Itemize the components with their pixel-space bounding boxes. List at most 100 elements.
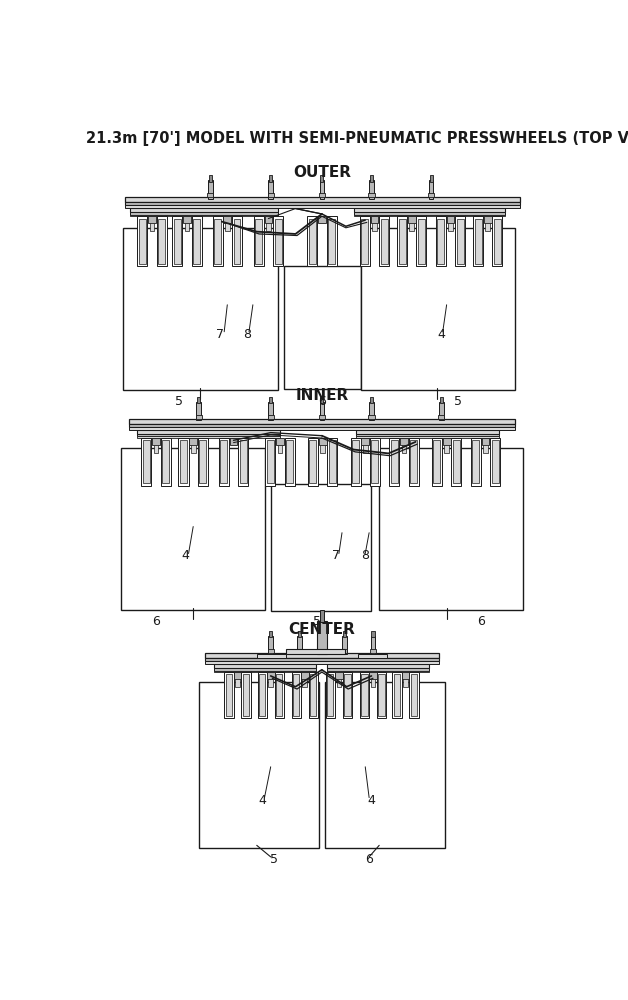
Bar [198,682,319,848]
Bar [363,445,367,453]
Bar [241,672,251,718]
Text: 8: 8 [361,549,369,562]
Bar [269,397,273,403]
Bar [235,679,240,687]
Bar [310,674,317,716]
Bar [361,438,369,445]
Bar [148,216,156,223]
Bar [174,219,181,264]
Bar [337,679,341,687]
Bar [172,216,182,266]
Text: OUTER: OUTER [293,165,351,180]
Bar [309,219,316,264]
Text: 6: 6 [318,395,326,408]
Bar [327,674,333,716]
Bar [389,438,399,486]
Bar [268,402,273,420]
Bar [400,438,408,445]
Bar [307,216,317,266]
Bar [268,415,274,419]
Bar [205,661,439,664]
Bar [268,193,274,197]
Bar [238,438,248,486]
Bar [131,208,278,212]
Bar [402,672,409,679]
Text: 8: 8 [244,328,251,341]
Bar [138,216,148,266]
Bar [391,440,398,483]
Bar [470,438,480,486]
Bar [268,636,273,654]
Bar [195,415,202,419]
Bar [129,427,515,430]
Bar [370,397,373,403]
Bar [269,631,273,637]
Bar [224,216,231,223]
Bar [234,219,241,264]
Bar [269,175,273,182]
Bar [418,219,425,264]
Bar [320,610,324,622]
Bar [162,440,169,483]
Bar [354,215,505,216]
Text: 5: 5 [454,395,462,408]
Bar [484,216,492,223]
Bar [320,175,323,182]
Bar [319,438,327,445]
Bar [369,193,374,197]
Bar [327,216,337,266]
Text: 4: 4 [437,328,445,341]
Bar [205,653,439,658]
Text: 5: 5 [313,615,321,628]
Bar [409,672,419,718]
Bar [356,430,499,434]
Bar [303,679,307,687]
Bar [225,674,232,716]
Bar [273,216,283,266]
Bar [257,654,286,658]
Bar [352,440,359,483]
Bar [494,219,501,264]
Bar [410,440,417,483]
Bar [131,212,278,215]
Bar [208,175,212,182]
Bar [361,228,515,389]
Bar [224,672,234,718]
Bar [264,216,273,223]
Bar [371,440,379,483]
Bar [490,438,500,486]
Bar [409,223,414,231]
Bar [370,175,373,182]
Bar [371,631,374,637]
Bar [320,402,324,420]
Bar [234,672,241,679]
Bar [193,219,200,264]
Bar [192,216,202,266]
Bar [437,219,444,264]
Bar [429,180,433,199]
Bar [214,219,221,264]
Bar [125,205,520,208]
Bar [131,215,278,216]
Text: 5: 5 [270,853,278,866]
Bar [371,679,376,687]
Bar [212,216,223,266]
Bar [369,672,377,679]
Bar [360,216,370,266]
Bar [411,674,417,716]
Bar [452,438,462,486]
Bar [320,636,324,654]
Bar [343,672,352,718]
Bar [369,180,374,199]
Bar [319,415,325,419]
Text: INNER: INNER [295,388,349,403]
Bar [137,430,280,434]
Bar [432,438,442,486]
Bar [326,672,335,718]
Text: 6: 6 [477,615,485,628]
Bar [268,180,273,199]
Bar [274,219,281,264]
Bar [154,445,158,453]
Bar [335,672,343,679]
Bar [369,415,374,419]
